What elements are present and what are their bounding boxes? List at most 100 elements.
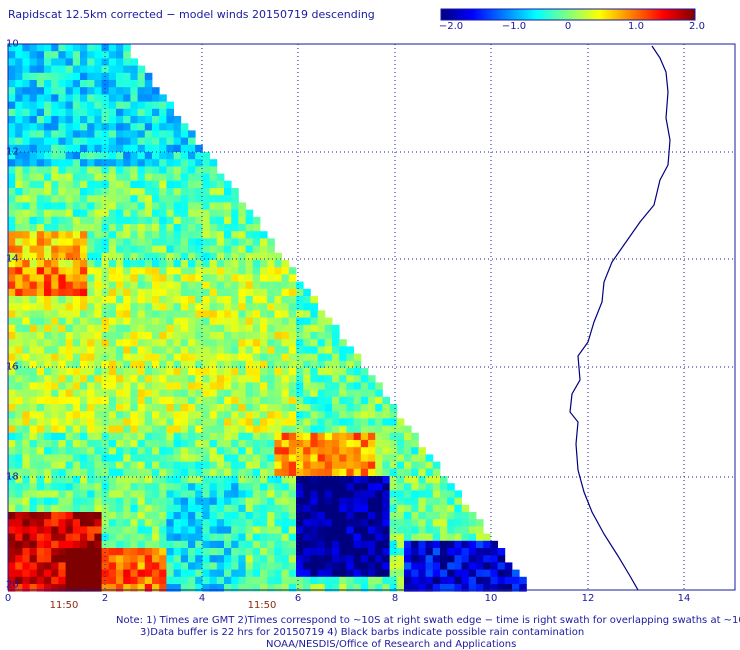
- swath-cell: [224, 476, 232, 484]
- swath-cell: [94, 562, 102, 570]
- swath-cell: [101, 512, 110, 520]
- swath-cell: [209, 267, 218, 275]
- swath-cell: [123, 497, 131, 506]
- swath-cell: [180, 382, 189, 390]
- swath-cell: [116, 252, 124, 261]
- swath-cell: [152, 396, 160, 405]
- swath-cell: [339, 375, 347, 383]
- swath-cell: [245, 576, 254, 585]
- swath-cell: [108, 101, 117, 110]
- swath-cell: [87, 195, 95, 203]
- swath-cell: [159, 360, 167, 369]
- swath-cell: [195, 360, 203, 369]
- swath-cell: [252, 504, 261, 513]
- swath-cell: [274, 432, 282, 441]
- swath-cell: [58, 65, 66, 74]
- swath-cell: [166, 512, 174, 520]
- swath-cell: [144, 339, 153, 347]
- swath-cell: [209, 346, 218, 354]
- swath-cell: [274, 375, 282, 383]
- swath-cell: [144, 389, 153, 398]
- swath-cell: [288, 411, 297, 419]
- swath-cell: [87, 224, 95, 232]
- swath-cell: [80, 202, 88, 210]
- lon-label: 8: [391, 593, 399, 604]
- swath-cell: [418, 512, 426, 520]
- swath-cell: [58, 166, 66, 174]
- swath-cell: [108, 555, 117, 563]
- swath-cell: [22, 195, 30, 203]
- swath-cell: [15, 51, 23, 59]
- swath-cell: [447, 490, 455, 498]
- swath-cell: [116, 504, 124, 513]
- swath-cell: [94, 483, 102, 491]
- swath-cell: [87, 382, 95, 390]
- swath-cell: [36, 432, 45, 441]
- swath-cell: [29, 389, 38, 398]
- swath-cell: [36, 281, 45, 290]
- swath-cell: [8, 368, 16, 376]
- swath-cell: [44, 216, 52, 225]
- swath-cell: [123, 288, 131, 297]
- swath-cell: [245, 504, 254, 513]
- swath-cell: [231, 216, 239, 225]
- swath-cell: [123, 504, 131, 513]
- swath-cell: [281, 432, 290, 441]
- swath-cell: [159, 512, 167, 520]
- swath-cell: [368, 504, 376, 513]
- swath-cell: [483, 540, 491, 549]
- swath-cell: [8, 497, 16, 506]
- swath-cell: [224, 396, 232, 405]
- swath-cell: [245, 389, 254, 398]
- swath-cell: [353, 411, 362, 419]
- swath-cell: [159, 317, 167, 326]
- swath-cell: [159, 540, 167, 549]
- swath-cell: [310, 483, 318, 491]
- swath-cell: [260, 267, 268, 275]
- swath-cell: [216, 490, 225, 498]
- swath-cell: [137, 425, 146, 434]
- swath-cell: [310, 533, 318, 542]
- swath-cell: [144, 159, 153, 167]
- swath-cell: [65, 296, 74, 304]
- swath-cell: [216, 324, 225, 333]
- swath-cell: [281, 375, 290, 383]
- swath-cell: [108, 159, 117, 167]
- swath-cell: [195, 555, 203, 563]
- swath-cell: [224, 504, 232, 513]
- swath-cell: [65, 497, 74, 506]
- swath-cell: [101, 260, 110, 268]
- swath-cell: [36, 245, 45, 254]
- swath-cell: [108, 404, 117, 412]
- swath-cell: [504, 569, 513, 578]
- swath-cell: [116, 396, 124, 405]
- swath-cell: [8, 339, 16, 347]
- swath-cell: [108, 324, 117, 333]
- swath-cell: [94, 159, 102, 167]
- swath-cell: [44, 166, 52, 174]
- swath-cell: [15, 173, 23, 182]
- swath-cell: [231, 260, 239, 268]
- swath-cell: [411, 476, 419, 484]
- swath-cell: [8, 152, 16, 160]
- swath-cell: [252, 324, 261, 333]
- swath-cell: [202, 382, 210, 390]
- swath-cell: [123, 548, 131, 556]
- swath-cell: [58, 533, 66, 542]
- swath-cell: [216, 173, 225, 182]
- swath-cell: [173, 296, 182, 304]
- swath-cell: [80, 216, 88, 225]
- swath-cell: [108, 44, 117, 52]
- swath-cell: [288, 389, 297, 398]
- swath-cell: [231, 209, 239, 218]
- swath-cell: [101, 152, 110, 160]
- swath-cell: [87, 461, 95, 470]
- swath-cell: [173, 130, 182, 138]
- swath-cell: [36, 476, 45, 484]
- swath-cell: [51, 87, 59, 95]
- swath-cell: [195, 260, 203, 268]
- swath-cell: [224, 483, 232, 491]
- swath-cell: [144, 497, 153, 506]
- swath-cell: [51, 346, 59, 354]
- swath-cell: [144, 382, 153, 390]
